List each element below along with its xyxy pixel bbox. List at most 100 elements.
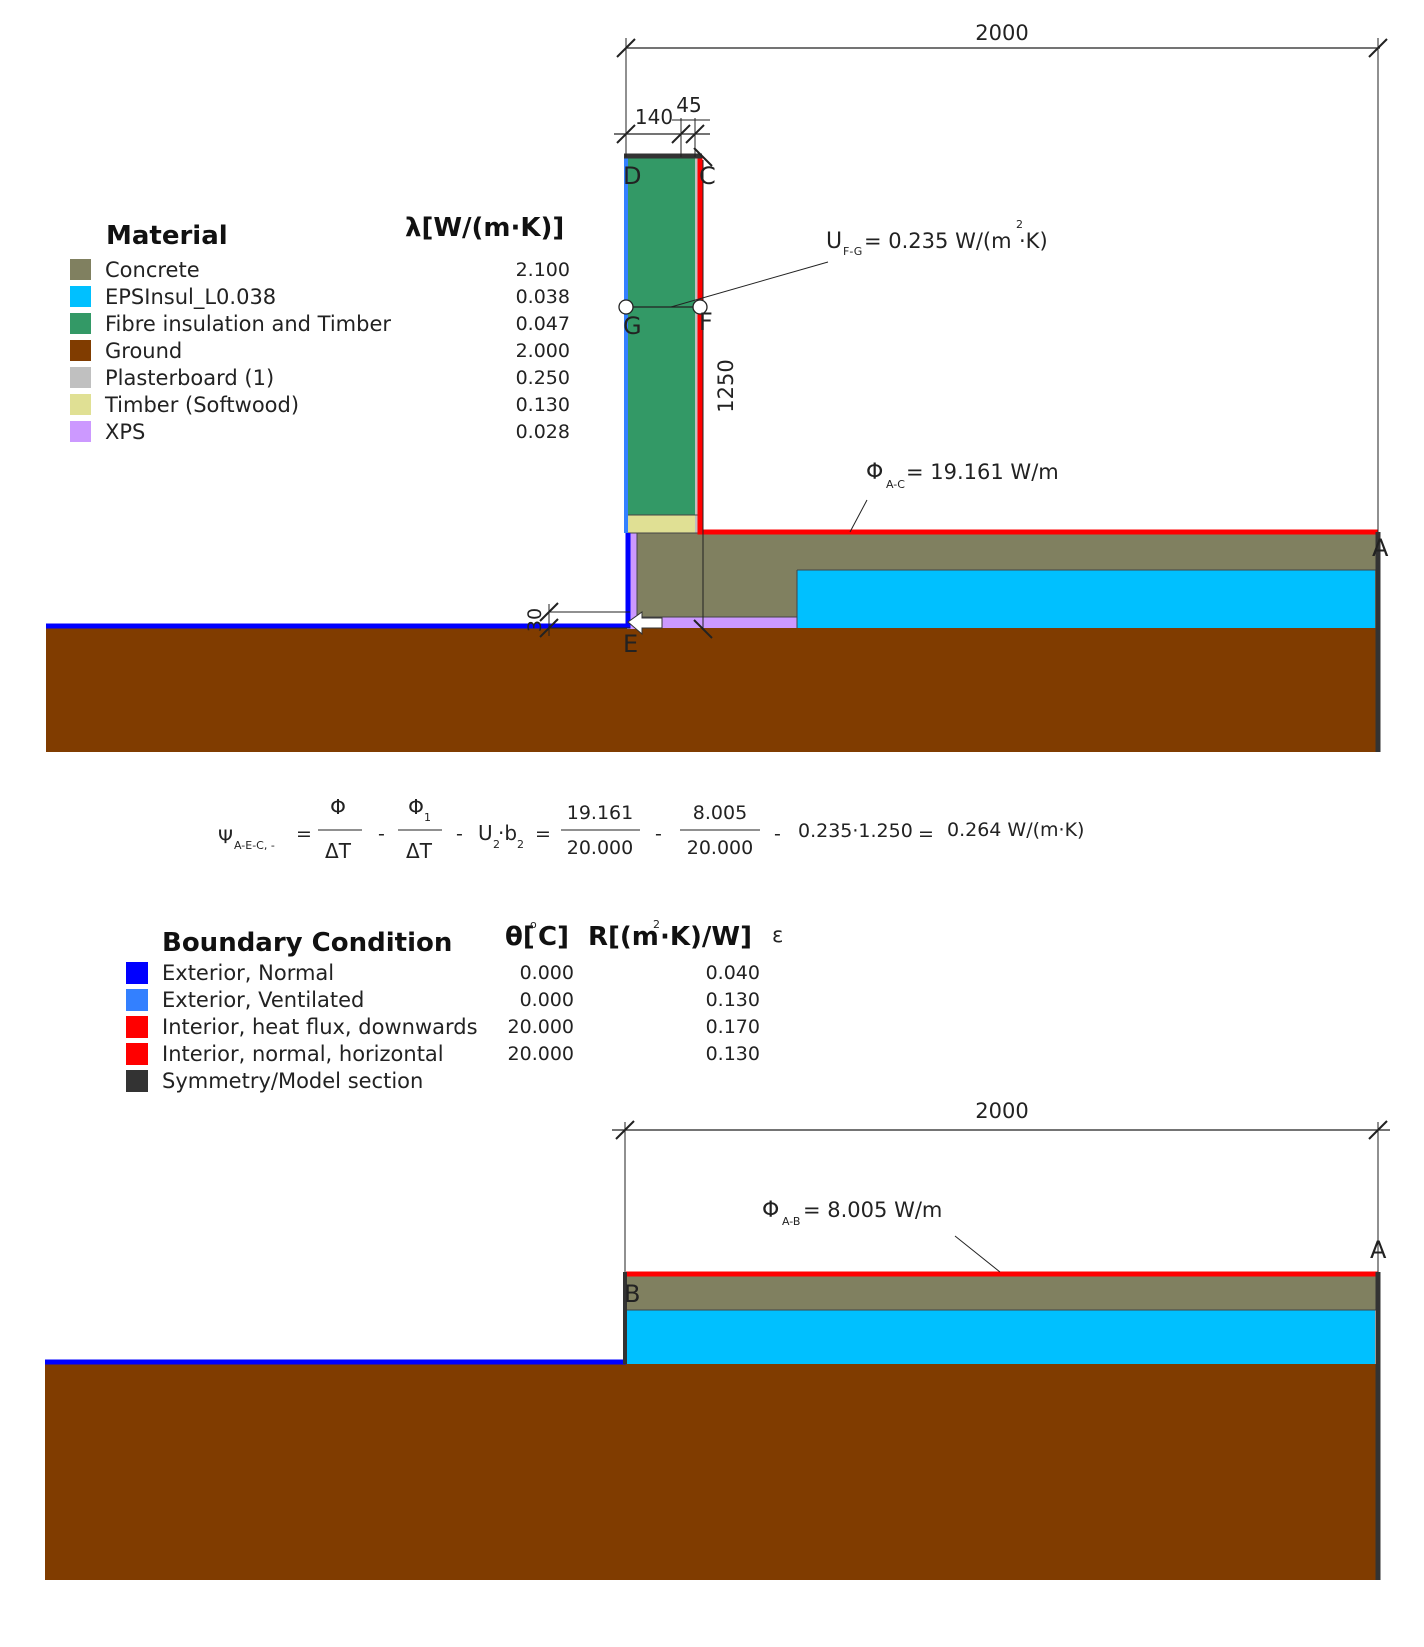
dim-step: 30 (524, 608, 546, 632)
material-name: XPS (105, 420, 145, 444)
boundary-interior (697, 157, 1378, 535)
svg-text:-: - (774, 823, 781, 845)
point-a-bottom: A (1370, 1236, 1387, 1264)
svg-text:θ[: θ[ (505, 922, 535, 952)
material-swatch (70, 394, 91, 415)
eps-insulation (797, 570, 1375, 628)
svg-text:Ψ: Ψ (218, 826, 233, 848)
lambda-header: λ[W/(m·K)] (405, 213, 564, 243)
svg-text:Φ: Φ (762, 1198, 779, 1223)
svg-text:A-B: A-B (782, 1215, 800, 1228)
material-lambda: 2.000 (516, 340, 570, 362)
material-name: Ground (105, 339, 182, 363)
svg-text:Φ: Φ (866, 460, 883, 485)
boundary-swatch (126, 1070, 148, 1092)
theta-header: θ[ o C] (505, 918, 569, 952)
r-header: R[(m 2 ·K)/W] (588, 918, 752, 952)
material-lambda: 0.028 (516, 421, 570, 443)
material-legend-title: Material (106, 221, 228, 251)
ground-region-bottom (45, 1364, 1380, 1580)
timber-sole-plate (628, 515, 695, 533)
svg-text:= 0.235 W/(m: = 0.235 W/(m (864, 229, 1012, 253)
svg-text:20.000: 20.000 (567, 837, 633, 859)
dim-wall-height: 1250 (714, 359, 738, 412)
svg-text:ΔT: ΔT (325, 839, 352, 863)
material-name: EPSInsul_L0.038 (105, 285, 276, 310)
epsilon-header: ε (772, 923, 783, 947)
wall-fibre-insulation (626, 157, 695, 515)
point-c: C (699, 162, 716, 190)
material-name: Plasterboard (1) (105, 366, 274, 390)
boundary-name: Exterior, Normal (162, 961, 334, 985)
ground-region (46, 628, 1380, 752)
boundary-swatch (126, 1016, 148, 1038)
svg-text:=: = (296, 823, 312, 845)
marker-f (692, 299, 708, 315)
boundary-swatch (126, 1043, 148, 1065)
marker-g (618, 299, 634, 315)
point-g: G (623, 312, 642, 340)
svg-text:U: U (478, 821, 493, 845)
point-e: E (623, 630, 638, 658)
boundary-swatch (126, 962, 148, 984)
point-a: A (1372, 534, 1389, 562)
boundary-resistance: 0.130 (706, 989, 760, 1011)
material-lambda: 0.130 (516, 394, 570, 416)
material-lambda: 0.047 (516, 313, 570, 335)
svg-text:·b: ·b (498, 821, 517, 845)
xps-strip-horizontal (627, 617, 797, 628)
svg-text:2: 2 (493, 838, 500, 851)
svg-text:=: = (918, 823, 934, 845)
boundary-resistance: 0.170 (706, 1016, 760, 1038)
svg-text:F-G: F-G (843, 245, 862, 258)
dim-board-width: 45 (676, 93, 701, 117)
material-name: Timber (Softwood) (104, 393, 299, 417)
material-swatch (70, 421, 91, 442)
svg-text:·K)/W]: ·K)/W] (660, 922, 752, 952)
heat-flow-arrow (627, 611, 663, 636)
boundary-exterior-normal (46, 533, 631, 629)
material-lambda: 0.038 (516, 286, 570, 308)
svg-text:=: = (535, 823, 551, 845)
svg-text:= 19.161 W/m: = 19.161 W/m (906, 460, 1059, 484)
svg-text:0.264 W/(m·K): 0.264 W/(m·K) (947, 819, 1084, 841)
material-swatch (70, 340, 91, 361)
boundary-theta: 20.000 (508, 1016, 574, 1038)
point-b: B (624, 1280, 640, 1308)
svg-text:0.235·1.250: 0.235·1.250 (798, 820, 913, 842)
eps-insulation-bottom (626, 1310, 1375, 1364)
svg-text:-: - (655, 823, 662, 845)
svg-text:R[(m: R[(m (588, 922, 659, 952)
svg-text:ΔT: ΔT (406, 839, 433, 863)
material-lambda: 0.250 (516, 367, 570, 389)
svg-text:-: - (456, 823, 463, 845)
svg-text:U: U (826, 229, 842, 254)
material-swatch (70, 259, 91, 280)
boundary-resistance: 0.040 (706, 962, 760, 984)
svg-text:8.005: 8.005 (693, 802, 747, 824)
svg-text:2: 2 (1016, 218, 1023, 231)
xps-strip-vertical (627, 533, 637, 629)
boundary-name: Exterior, Ventilated (162, 988, 364, 1012)
material-lambda: 2.100 (516, 259, 570, 281)
point-f: F (699, 308, 713, 336)
psi-formula: Ψ A-E-C, ‐ = Φ ΔT - Φ 1 ΔT - U 2 ·b 2 = … (218, 795, 1084, 863)
boundary-name: Interior, heat flux, downwards (162, 1015, 478, 1039)
phi-ab-label: Φ A-B = 8.005 W/m (762, 1198, 942, 1228)
concrete-slab-bottom (626, 1274, 1378, 1310)
boundary-name: Symmetry/Model section (162, 1069, 423, 1093)
svg-text:19.161: 19.161 (567, 802, 633, 824)
material-swatch (70, 286, 91, 307)
svg-text:Φ: Φ (408, 795, 424, 819)
boundary-theta: 0.000 (520, 989, 574, 1011)
phi-ac-label: Φ A-C = 19.161 W/m (866, 460, 1059, 491)
material-name: Concrete (105, 258, 200, 282)
material-swatch (70, 367, 91, 388)
svg-text:= 8.005 W/m: = 8.005 W/m (803, 1198, 942, 1222)
boundary-theta: 20.000 (508, 1043, 574, 1065)
dim-bottom-width: 2000 (975, 1099, 1028, 1123)
svg-text:·K): ·K) (1019, 229, 1048, 253)
svg-text:A-C: A-C (886, 478, 905, 491)
svg-text:-: - (378, 823, 385, 845)
